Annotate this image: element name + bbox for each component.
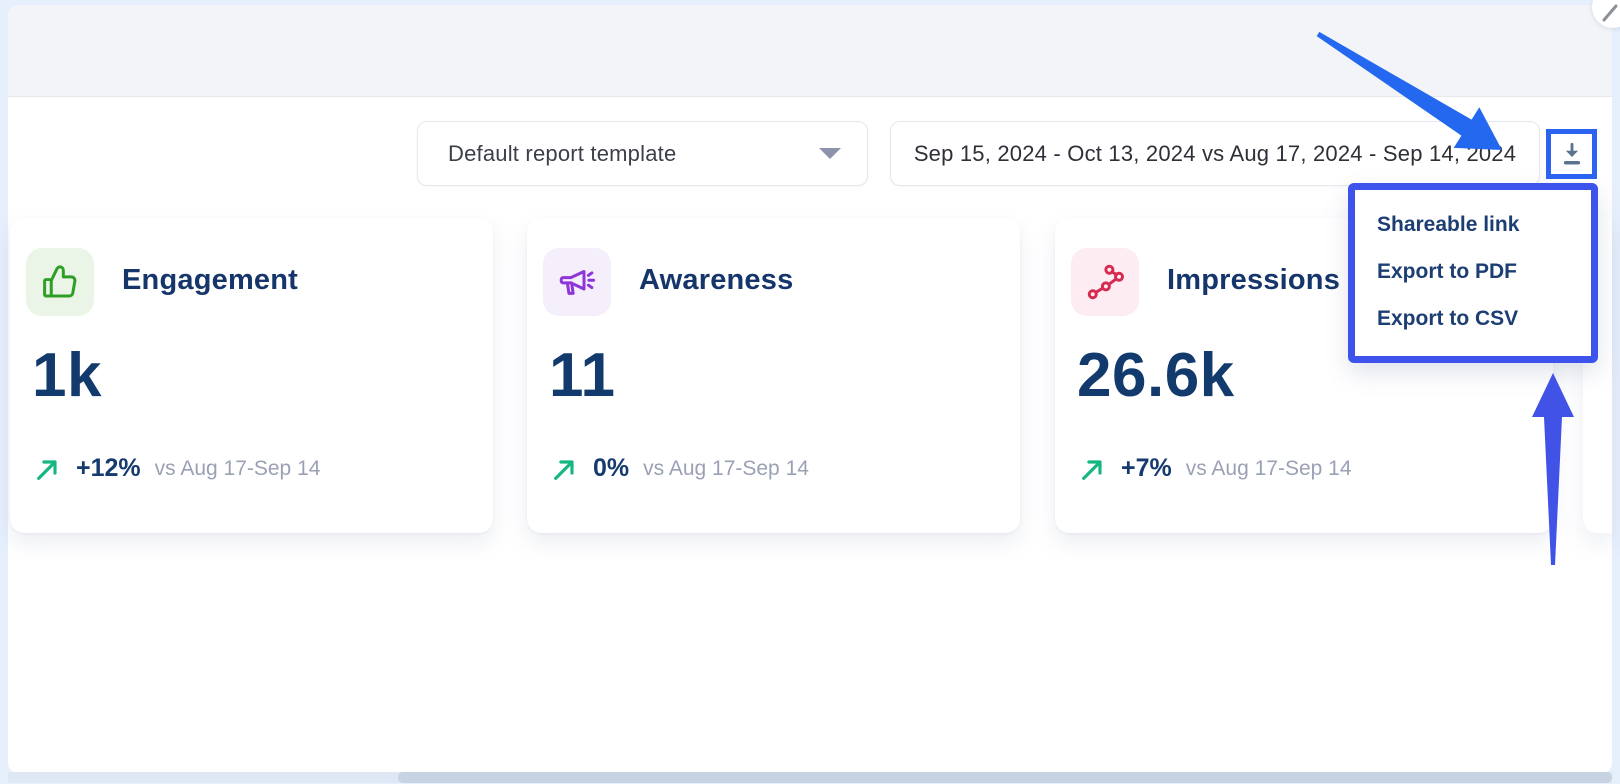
card-value: 26.6k <box>1077 341 1235 410</box>
card-comparison: vs Aug 17-Sep 14 <box>643 456 809 480</box>
report-template-select[interactable]: Default report template <box>417 121 868 186</box>
export-menu: Shareable link Export to PDF Export to C… <box>1348 183 1598 363</box>
date-range-picker[interactable]: Sep 15, 2024 - Oct 13, 2024 vs Aug 17, 2… <box>890 121 1540 186</box>
card-value: 1k <box>32 341 102 410</box>
edit-annotation-button[interactable] <box>1592 0 1620 28</box>
card-title: Awareness <box>639 264 794 296</box>
card-comparison: vs Aug 17-Sep 14 <box>1185 456 1352 480</box>
card-delta: +12% <box>76 454 141 482</box>
report-template-value: Default report template <box>448 140 677 166</box>
menu-item-export-pdf[interactable]: Export to PDF <box>1377 260 1517 283</box>
download-icon <box>1563 142 1580 165</box>
card-title: Impressions <box>1167 264 1341 296</box>
metric-card-engagement: Engagement 1k +12% vs Aug 17-Sep 14 <box>10 218 493 533</box>
date-range-value: Sep 15, 2024 - Oct 13, 2024 vs Aug 17, 2… <box>913 140 1517 166</box>
chevron-down-icon <box>819 148 841 159</box>
menu-item-shareable-link[interactable]: Shareable link <box>1377 213 1520 236</box>
horizontal-scrollbar-track[interactable] <box>8 772 1612 783</box>
top-header-strip <box>8 5 1612 97</box>
trend-up-icon <box>554 459 574 480</box>
metric-card-awareness: Awareness 11 0% vs Aug 17-Sep 14 <box>527 218 1020 533</box>
pencil-icon <box>1602 4 1618 22</box>
menu-item-export-csv[interactable]: Export to CSV <box>1377 307 1519 330</box>
route-dots-icon <box>1071 248 1139 316</box>
card-value: 11 <box>549 341 616 410</box>
card-comparison: vs Aug 17-Sep 14 <box>154 456 321 480</box>
trend-up-icon <box>37 459 57 480</box>
card-delta: 0% <box>593 454 630 482</box>
card-delta: +7% <box>1121 454 1172 482</box>
horizontal-scrollbar-thumb[interactable] <box>398 772 1612 783</box>
megaphone-icon <box>543 248 611 316</box>
card-title: Engagement <box>122 264 299 296</box>
export-button[interactable] <box>1546 129 1597 179</box>
trend-up-icon <box>1082 459 1102 480</box>
thumbs-up-icon <box>26 248 94 316</box>
